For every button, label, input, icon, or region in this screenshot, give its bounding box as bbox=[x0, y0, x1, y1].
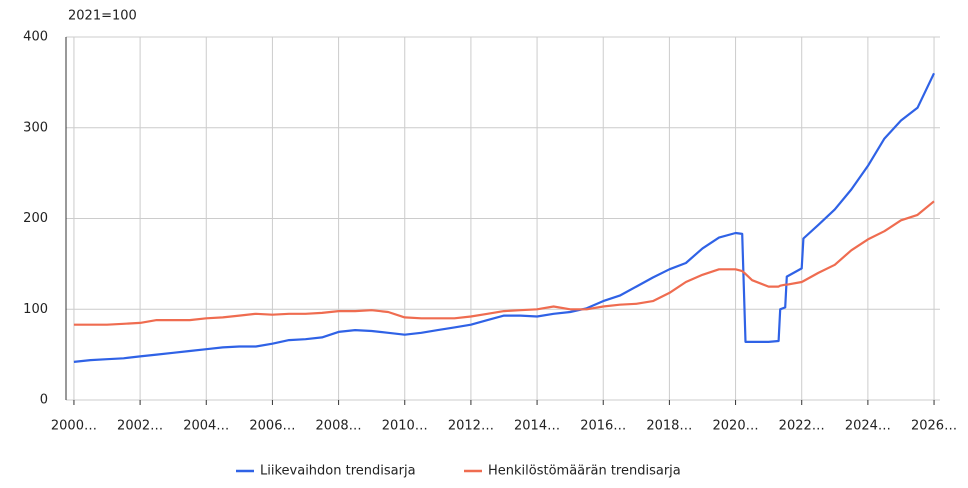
legend-label: Liikevaihdon trendisarja bbox=[260, 464, 416, 479]
x-tick-label: 2014… bbox=[514, 419, 560, 434]
x-tick-label: 2002… bbox=[117, 419, 163, 434]
x-tick-label: 2010… bbox=[382, 419, 428, 434]
x-tick-label: 2004… bbox=[183, 419, 229, 434]
x-tick-label: 2012… bbox=[448, 419, 494, 434]
x-tick-label: 2016… bbox=[580, 419, 626, 434]
y-axis-label: 2021=100 bbox=[68, 9, 137, 24]
x-tick-label: 2022… bbox=[779, 419, 825, 434]
x-tick-label: 2000… bbox=[51, 419, 97, 434]
x-tick-label: 2018… bbox=[646, 419, 692, 434]
x-tick-label: 2024… bbox=[845, 419, 891, 434]
x-tick-label: 2026… bbox=[911, 419, 957, 434]
x-tick-label: 2008… bbox=[316, 419, 362, 434]
x-tick-label: 2020… bbox=[713, 419, 759, 434]
y-tick-label: 100 bbox=[23, 302, 48, 317]
series-line bbox=[73, 72, 935, 363]
y-tick-label: 400 bbox=[23, 30, 48, 45]
y-tick-label: 0 bbox=[40, 393, 48, 408]
x-tick-label: 2006… bbox=[249, 419, 295, 434]
y-tick-label: 300 bbox=[23, 120, 48, 135]
series-line bbox=[73, 200, 935, 326]
legend-label: Henkilöstömäärän trendisarja bbox=[488, 464, 681, 479]
y-tick-label: 200 bbox=[23, 211, 48, 226]
